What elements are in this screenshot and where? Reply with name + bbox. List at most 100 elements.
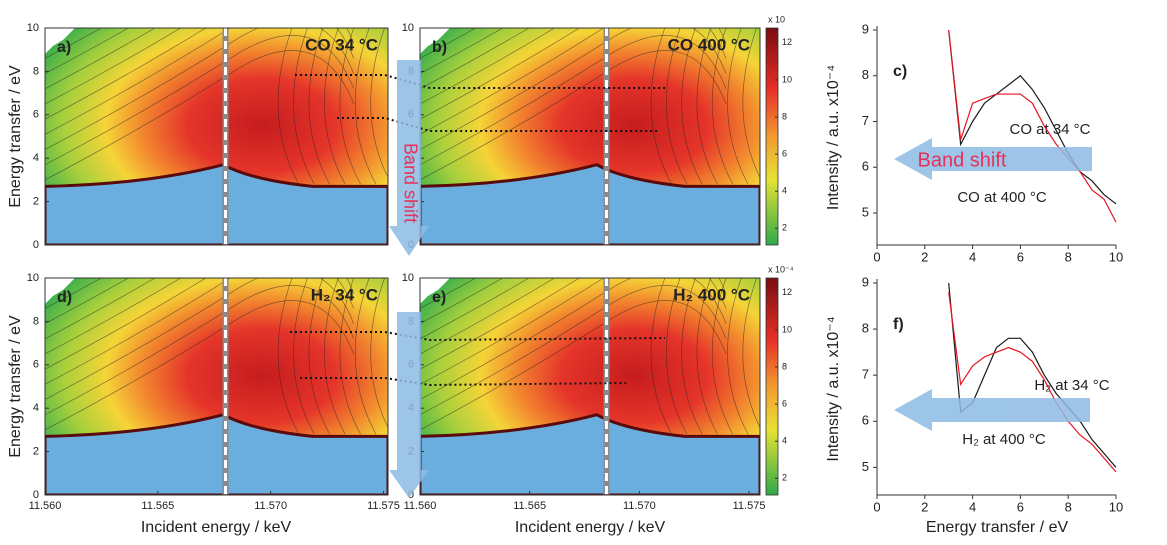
- colorbar: [765, 27, 779, 246]
- plot-frame: [44, 277, 389, 496]
- y-tick-label: 10: [27, 272, 39, 284]
- series-label: H₂ at 34 °C: [1034, 377, 1109, 394]
- colorbar-label: x 10: [768, 14, 785, 24]
- y-axis-label: Intensity / a.u. x10⁻⁴: [825, 65, 842, 210]
- contour-line: [420, 28, 726, 105]
- y-tick-label: 5: [862, 459, 869, 474]
- contour-line: [277, 278, 300, 435]
- annotation: Band shift: [918, 149, 1007, 171]
- contour-line: [45, 278, 130, 324]
- contour-line: [45, 278, 156, 340]
- x-tick-label: 4: [969, 499, 976, 514]
- panel-label: f): [893, 316, 904, 333]
- y-tick-label: 0: [33, 239, 39, 251]
- contour-line: [324, 28, 346, 185]
- panel-title: CO 400 °C: [668, 35, 750, 54]
- contour-line: [665, 28, 688, 185]
- contour-line: [420, 0, 726, 13]
- colorbar-tick-label: 2: [782, 223, 787, 233]
- y-tick-label: 4: [33, 152, 39, 164]
- contour-line: [420, 278, 504, 324]
- contour-line: [45, 278, 355, 400]
- contour-line: [45, 285, 355, 416]
- series-line: [948, 29, 1117, 205]
- x-tick-label: 11.570: [254, 500, 287, 512]
- y-axis-label: Intensity / a.u. x10⁻⁴: [825, 316, 842, 461]
- contour-line: [45, 28, 354, 105]
- colorbar-tick-label: 8: [782, 111, 787, 121]
- contour-line: [681, 28, 703, 185]
- blank-corner: [45, 278, 75, 304]
- y-axis-label: Energy transfer / eV: [7, 65, 24, 208]
- map: [420, 0, 760, 245]
- x-tick-label: 11.560: [29, 500, 62, 512]
- y-tick-label: 6: [862, 159, 869, 174]
- y-tick-label: 9: [862, 274, 869, 289]
- contour-line: [711, 28, 734, 185]
- y-tick-label: 4: [33, 402, 39, 414]
- x-tick-label: 6: [1017, 249, 1024, 264]
- x-axis-label: Incident energy / keV: [141, 519, 292, 536]
- map: [420, 278, 760, 495]
- colorbar-tick-label: 12: [782, 287, 792, 297]
- contour-line: [420, 278, 727, 370]
- contour-line: [742, 278, 760, 429]
- contour-line: [711, 278, 734, 435]
- contour-line: [45, 0, 354, 13]
- contour-line: [45, 50, 355, 181]
- contour-panel: 0 2 4 6 8 10 11.560 11.565 11.570 11.575 d) H₂ 34 °…: [7, 272, 400, 536]
- colorbar-tick-label: 4: [782, 436, 787, 446]
- annotation: Band shift: [400, 143, 420, 223]
- contour-line: [293, 28, 315, 185]
- contour-line: [339, 28, 361, 185]
- contour-line: [420, 278, 530, 340]
- x-tick-label: 11.570: [623, 500, 656, 512]
- contour-line: [370, 278, 388, 429]
- contour-line: [339, 278, 361, 435]
- overlay: Band shift Band shift: [290, 60, 1092, 498]
- contour-line: [354, 28, 377, 185]
- blank-corner: [420, 278, 450, 304]
- contour-line: [420, 28, 727, 120]
- x-tick-label: 2: [921, 499, 928, 514]
- contour-line: [650, 28, 672, 185]
- contour-line: [420, 28, 421, 29]
- y-tick-label: 10: [27, 22, 39, 34]
- colorbar-tick-label: 10: [782, 74, 792, 84]
- y-tick-label: 2: [33, 196, 39, 208]
- y-tick-label: 0: [33, 489, 39, 501]
- y-tick-label: 7: [862, 113, 869, 128]
- plot-frame: [44, 27, 389, 246]
- contour-line: [45, 28, 355, 150]
- contour-line: [45, 28, 156, 90]
- contour-line: [727, 28, 749, 185]
- panels: 0 2 4 6 8 10 a) CO 34 °C Energy transfer / eV 0 2 4…: [7, 0, 1123, 536]
- cutoff-region: [420, 413, 760, 495]
- contour-line: [727, 278, 749, 435]
- contour-line: [45, 278, 355, 370]
- x-tick-label: 4: [969, 249, 976, 264]
- panel-label: e): [432, 289, 446, 306]
- colorbar-tick-label: 6: [782, 398, 787, 408]
- series-line: [948, 282, 1117, 468]
- colorbar-tick-label: 4: [782, 186, 787, 196]
- contour-line: [420, 28, 504, 74]
- x-tick-label: 11.565: [141, 500, 174, 512]
- y-tick-label: 10: [402, 272, 414, 284]
- panel-label: d): [57, 289, 72, 306]
- x-tick-label: 10: [1109, 249, 1123, 264]
- series-label: H₂ at 400 °C: [962, 431, 1046, 448]
- contour-line: [293, 278, 315, 435]
- contour-line: [308, 278, 330, 435]
- arrows: [389, 60, 1092, 498]
- panel-title: CO 34 °C: [305, 35, 378, 54]
- x-tick-label: 11.575: [733, 500, 766, 512]
- series-label: CO at 400 °C: [957, 189, 1047, 206]
- line-panel: 5 6 7 8 9 0 2 4 6 8 10 H₂ at 34 °C H₂ at 400 °C f) Int…: [825, 274, 1123, 536]
- y-tick-label: 7: [862, 367, 869, 382]
- colorbar-tick-label: 2: [782, 473, 787, 483]
- y-tick-label: 8: [862, 321, 869, 336]
- y-tick-label: 8: [862, 67, 869, 82]
- y-tick-label: 10: [402, 22, 414, 34]
